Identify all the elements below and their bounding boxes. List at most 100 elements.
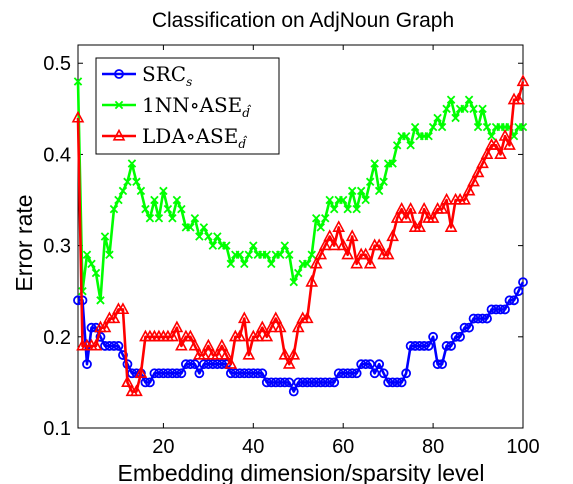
data-point [130,384,143,397]
data-point [170,320,184,333]
data-point [332,220,346,232]
data-point [392,377,403,388]
data-point [365,359,376,370]
y-axis-label: Error rate [11,194,37,291]
data-point [480,147,494,160]
data-point [284,377,295,388]
data-point [166,329,179,342]
x-tick-label: 20 [152,436,174,458]
data-point [491,304,501,315]
data-point [345,229,359,242]
data-point [134,366,148,378]
data-point [216,359,227,370]
data-point [464,95,474,104]
series-2 [71,74,530,397]
legend: SRCs 1NN∘ASEd̂ LDA∘ASEd̂ [95,57,280,155]
data-point [219,347,233,360]
data-point [87,259,96,269]
data-point [500,304,510,315]
data-point [195,232,204,241]
data-point [267,259,276,269]
data-point [396,377,407,388]
data-point [336,238,350,251]
data-point [248,368,259,379]
data-point [516,74,530,87]
data-point [249,241,258,250]
data-point [154,368,164,379]
data-point [478,104,487,114]
data-point [509,295,519,306]
data-point [369,368,380,379]
data-point [432,359,443,370]
data-point [495,304,506,315]
data-point [469,104,478,114]
data-point [518,122,528,132]
legend-entry: 1NN∘ASEd̂ [102,93,252,120]
data-point [175,338,188,351]
y-tick-label: 0.4 [43,144,71,166]
data-point [316,223,325,232]
data-point [113,341,124,351]
data-point [314,247,328,260]
data-point [266,377,277,388]
data-point [489,138,503,150]
data-point [184,329,197,342]
y-tick-label: 0.3 [43,236,71,258]
data-point [311,214,321,223]
data-point [171,368,182,379]
data-point [293,377,304,388]
y-tick-label: 0.1 [43,418,71,440]
data-point [167,368,178,379]
data-point [121,375,134,388]
data-point [471,165,485,178]
legend-swatch-marker [114,69,124,79]
data-point [226,259,236,269]
data-point [504,295,515,306]
data-point [98,320,112,333]
data-point [433,113,442,123]
data-point [255,320,269,333]
data-point [487,131,496,141]
data-point [374,186,384,196]
data-point [237,311,251,324]
data-point [406,141,415,150]
data-point [207,359,218,370]
data-point [390,211,404,223]
data-point [262,250,272,259]
data-point [386,229,399,242]
data-point [180,359,191,370]
data-point [213,232,222,241]
data-point [323,229,337,242]
data-point [462,183,476,196]
data-point [140,377,151,388]
data-point [395,201,408,214]
data-point [244,250,254,259]
data-point [392,141,402,150]
data-point [413,220,426,232]
data-point [401,131,411,141]
data-point [242,347,256,360]
data-point [285,250,294,259]
data-point [199,223,209,232]
data-point [446,95,456,104]
data-point [379,177,388,187]
data-point [211,347,224,360]
data-point [109,204,119,214]
data-point [468,313,479,324]
data-point [338,368,349,379]
data-point [243,368,254,379]
data-point [388,159,397,168]
series-1 [73,77,528,305]
data-point [96,296,105,305]
data-point [225,368,236,379]
data-point [186,223,195,232]
data-point [503,138,516,150]
data-point [208,241,218,250]
data-point [264,320,278,333]
data-point [451,113,460,123]
data-point [378,368,389,379]
data-point [289,277,298,287]
data-point [477,313,488,324]
data-point [136,186,146,196]
